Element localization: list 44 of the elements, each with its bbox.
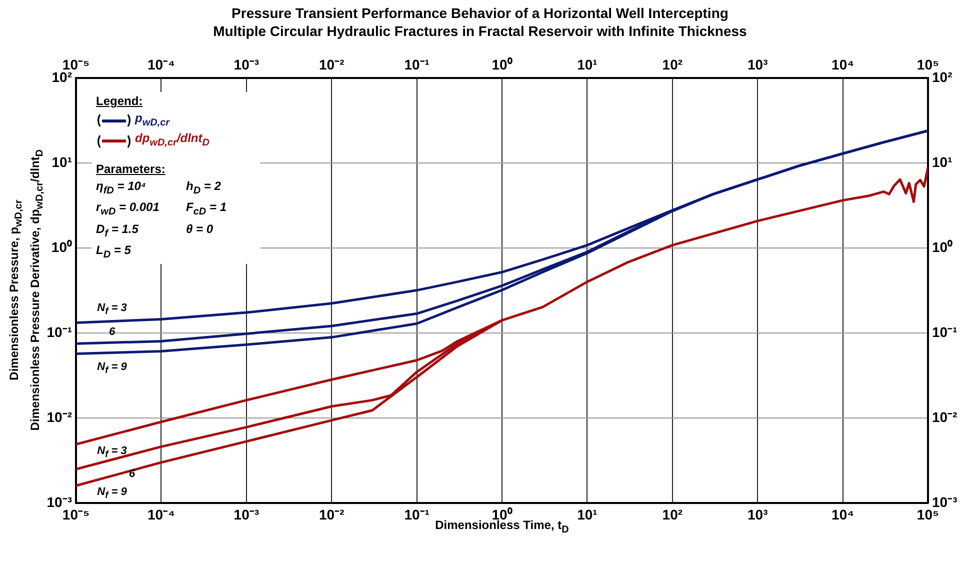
x-tick-label: 10⁻¹ [404,506,430,522]
text: p$_{wD,cr}$ [135,111,170,130]
annotation: N$_{f}$ = 9 [96,485,128,502]
text: 10⁻³ [234,56,260,72]
text: 10⁰ [492,56,512,72]
annotation: F$_{cD}$ = 1 [186,200,228,220]
text: 10⁻² [932,408,958,425]
text: 10² [662,56,683,72]
y-tick-label: 10¹ [52,154,72,170]
text: 10⁴ [832,56,854,72]
annotation: 6 [128,467,136,481]
y-tick-label: 10⁻² [46,408,72,425]
text: 10⁻¹ [932,324,958,340]
annotation: Parameters: [96,162,166,177]
x-tick-label: 10³ [747,506,768,522]
text: 10³ [747,56,768,72]
x-tick-label: 10⁻⁴ [147,506,176,522]
y-tick-label: 10⁰ [51,238,72,255]
text: 10¹ [577,56,598,72]
text: 10⁻² [318,56,344,72]
text: 10¹ [932,154,952,170]
annotation: 6 [108,325,116,339]
text: dp$_{wD,cr}$/dlnt$_{D}$ [135,131,210,150]
annotation: N$_{f}$ = 3 [96,444,128,462]
annotation: h$_{D}$ = 2 [186,178,222,198]
x-axis-title: Dimensionless Time, t$_{D}$ [435,518,569,536]
chart-title: Pressure Transient Performance Behavior of a Horizontal Well Intercepting Multiple Circular Hydraulic Fractures in Fractal Reservoir with Infinite Thickness [212,4,748,40]
annotation: D$_{f}$ = 1.5 [96,222,140,241]
x-tick-label: 10⁻³ [234,506,260,522]
text: 10⁰ [932,238,953,255]
annotation: r$_{wD}$ = 0.001 [96,200,160,220]
x-tick-label: 10¹ [577,506,598,522]
legend-title: Legend: [96,94,144,109]
annotation: N$_{f}$ = 3 [96,301,128,318]
annotation: N$_{f}$ = 9 [96,360,128,378]
annotation: η$_{fD}$ = 10⁴ [96,178,148,198]
text: 10⁻¹ [404,56,430,72]
x-tick-label: 10⁻² [318,506,345,522]
y-tick-label: 10⁻¹ [46,324,72,340]
annotation: θ = 0 [186,222,214,238]
x-tick-label: 10² [662,506,683,522]
text: 10⁻⁴ [147,56,175,72]
x-tick-label: 10⁴ [832,506,854,522]
annotation: L$_{D}$ = 5 [96,242,132,262]
